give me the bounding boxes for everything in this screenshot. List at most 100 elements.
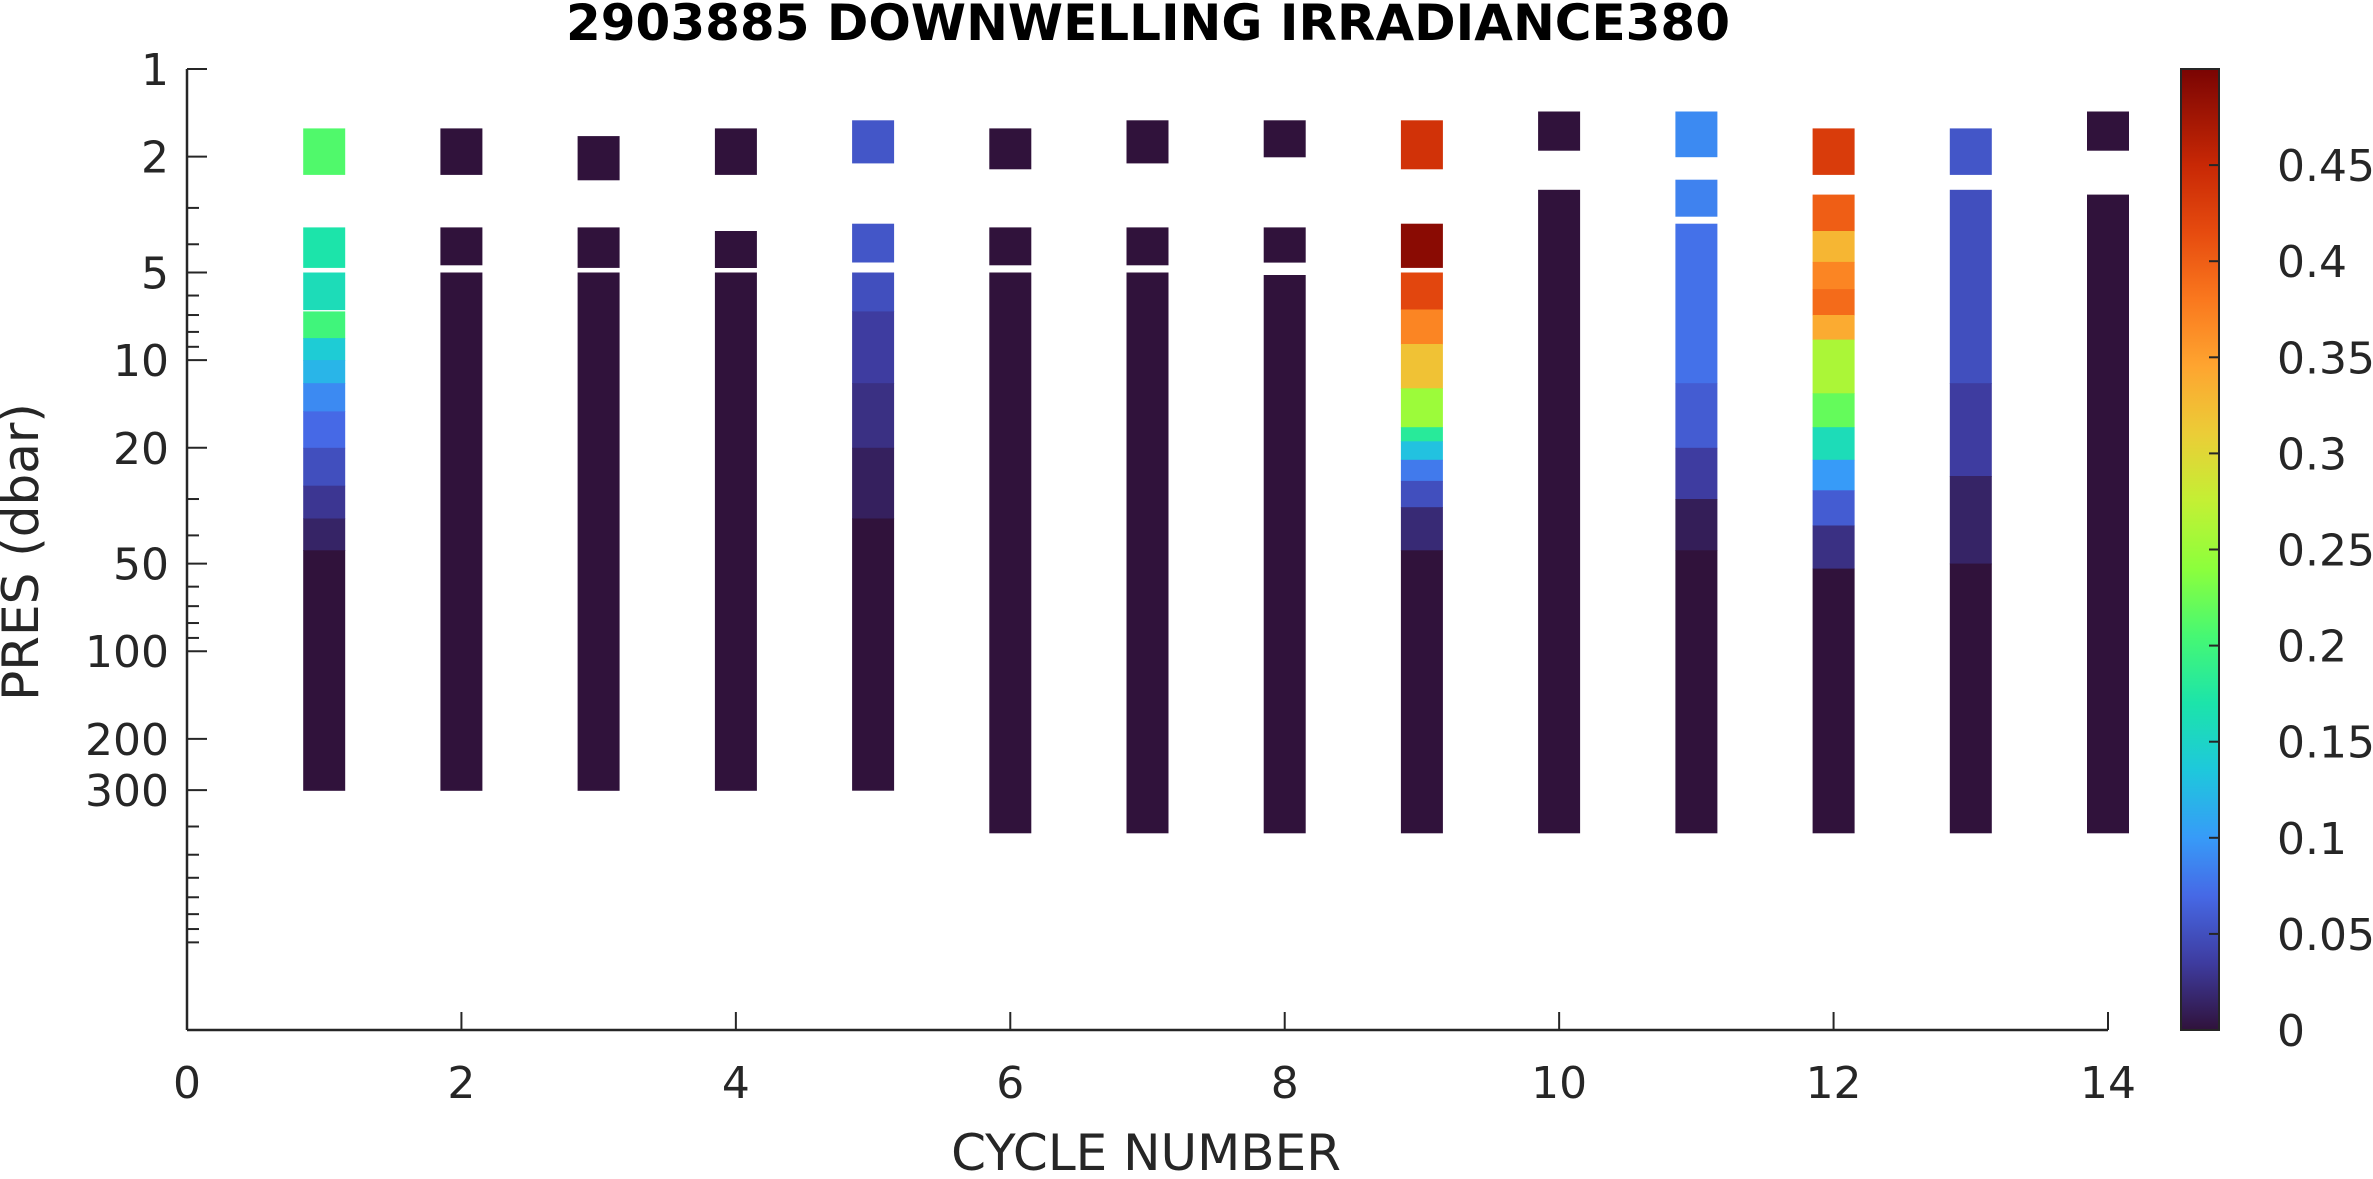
- x-tick-label: 12: [1806, 1058, 1862, 1109]
- profile-segment-1-10: [303, 485, 346, 520]
- y-tick-label: 20: [113, 424, 169, 475]
- profile-segment-1-5: [303, 338, 346, 361]
- profile-segment-5-7: [852, 518, 895, 791]
- profile-cycle-11: [1675, 111, 1718, 834]
- profile-segment-12-7: [1812, 339, 1855, 394]
- profile-segment-13-5: [1949, 563, 1992, 834]
- profile-segment-12-13: [1812, 568, 1855, 834]
- profile-segment-3-2: [577, 227, 620, 268]
- profile-segment-1-7: [303, 383, 346, 412]
- profile-segment-10-1: [1538, 111, 1581, 151]
- profile-segment-13-1: [1949, 128, 1992, 175]
- profile-segment-5-2: [852, 223, 895, 263]
- profile-segment-6-3: [989, 272, 1032, 834]
- profile-cycle-8: [1263, 120, 1306, 834]
- profile-segment-1-3: [303, 272, 346, 311]
- profile-segment-1-12: [303, 550, 346, 791]
- profile-segment-9-9: [1400, 459, 1443, 482]
- x-tick-label: 4: [722, 1058, 750, 1109]
- y-tick-label: 300: [85, 766, 169, 817]
- profile-segment-11-6: [1675, 499, 1718, 551]
- colorbar-tick-label: 0.1: [2277, 814, 2347, 865]
- chart-title: 2903885 DOWNWELLING IRRADIANCE380: [566, 0, 1730, 52]
- profile-cycle-6: [989, 128, 1032, 834]
- colorbar-tick-label: 0.45: [2277, 141, 2373, 192]
- profile-segment-9-6: [1400, 388, 1443, 428]
- profile-segment-9-1: [1400, 120, 1443, 170]
- profile-segment-1-9: [303, 447, 346, 487]
- profile-segment-2-1: [440, 128, 483, 175]
- profile-segment-12-5: [1812, 289, 1855, 316]
- profile-segment-12-9: [1812, 427, 1855, 461]
- profile-segment-2-3: [440, 272, 483, 791]
- profile-segment-8-3: [1263, 275, 1306, 834]
- profile-cycle-1: [303, 128, 346, 791]
- profile-segment-2-2: [440, 227, 483, 266]
- colorbar-tick-label: 0.35: [2277, 333, 2373, 384]
- profile-segment-14-1: [2087, 111, 2129, 151]
- profile-segment-1-8: [303, 411, 346, 449]
- profile-segment-7-3: [1126, 272, 1169, 834]
- profile-segment-9-8: [1400, 441, 1443, 461]
- x-tick-label: 14: [2080, 1058, 2136, 1109]
- profile-segment-11-2: [1675, 179, 1718, 217]
- profile-segment-9-2: [1400, 223, 1443, 268]
- profile-segment-12-2: [1812, 194, 1855, 232]
- profile-segment-8-1: [1263, 120, 1306, 158]
- profile-segment-12-4: [1812, 261, 1855, 290]
- profile-segment-1-11: [303, 518, 346, 551]
- profile-cycle-13: [1949, 128, 1992, 834]
- profile-segment-1-2: [303, 227, 346, 268]
- x-tick-label: 6: [996, 1058, 1024, 1109]
- profile-segment-14-2: [2087, 194, 2129, 834]
- y-tick-label: 10: [113, 336, 169, 387]
- y-tick-label: 100: [85, 627, 169, 678]
- x-tick-label: 0: [173, 1058, 201, 1109]
- profile-segment-12-12: [1812, 525, 1855, 570]
- profile-segment-8-2: [1263, 227, 1306, 263]
- profile-segment-4-1: [714, 128, 757, 175]
- x-tick-label: 8: [1271, 1058, 1299, 1109]
- profile-segment-11-1: [1675, 111, 1718, 158]
- profile-cycle-3: [577, 136, 620, 791]
- profile-segment-9-7: [1400, 427, 1443, 442]
- profile-segment-1-6: [303, 360, 346, 384]
- profile-cycle-9: [1400, 120, 1443, 834]
- profile-segment-4-2: [714, 231, 757, 268]
- y-tick-label: 2: [141, 133, 169, 184]
- profile-segment-13-3: [1949, 383, 1992, 477]
- y-tick-label: 5: [141, 248, 169, 299]
- profile-segment-1-4: [303, 311, 346, 339]
- profile-cycle-2: [440, 128, 483, 791]
- profile-segment-9-11: [1400, 507, 1443, 551]
- colorbar-tick-label: 0.3: [2277, 429, 2347, 480]
- profile-bars: [303, 111, 2129, 834]
- profile-cycle-5: [852, 120, 895, 791]
- profile-cycle-14: [2087, 111, 2129, 834]
- profile-segment-4-3: [714, 272, 757, 791]
- profile-segment-11-3: [1675, 223, 1718, 384]
- profile-segment-12-8: [1812, 393, 1855, 428]
- profile-segment-7-1: [1126, 120, 1169, 164]
- profile-segment-9-5: [1400, 344, 1443, 389]
- profile-segment-6-1: [989, 128, 1032, 170]
- x-axis-ticks: 0 2 4 6 8 10 12 14: [173, 1012, 2136, 1109]
- colorbar-tick-label: 0: [2277, 1006, 2305, 1057]
- profile-segment-11-4: [1675, 383, 1718, 449]
- x-tick-label: 2: [447, 1058, 475, 1109]
- colorbar-tick-label: 0.25: [2277, 526, 2373, 577]
- profile-segment-5-5: [852, 383, 895, 449]
- profile-segment-9-10: [1400, 480, 1443, 508]
- profile-segment-5-4: [852, 311, 895, 384]
- profile-segment-6-2: [989, 227, 1032, 266]
- colorbar-tick-label: 0.4: [2277, 237, 2347, 288]
- profile-segment-12-6: [1812, 315, 1855, 341]
- x-tick-label: 10: [1531, 1058, 1587, 1109]
- profile-segment-12-11: [1812, 490, 1855, 527]
- colorbar: 0 0.05 0.1 0.15 0.2 0.25 0.3 0.35 0.4 0.45: [2180, 68, 2373, 1057]
- colorbar-tick-label: 0.05: [2277, 910, 2373, 961]
- profile-segment-13-4: [1949, 476, 1992, 565]
- profile-segment-10-2: [1538, 189, 1581, 834]
